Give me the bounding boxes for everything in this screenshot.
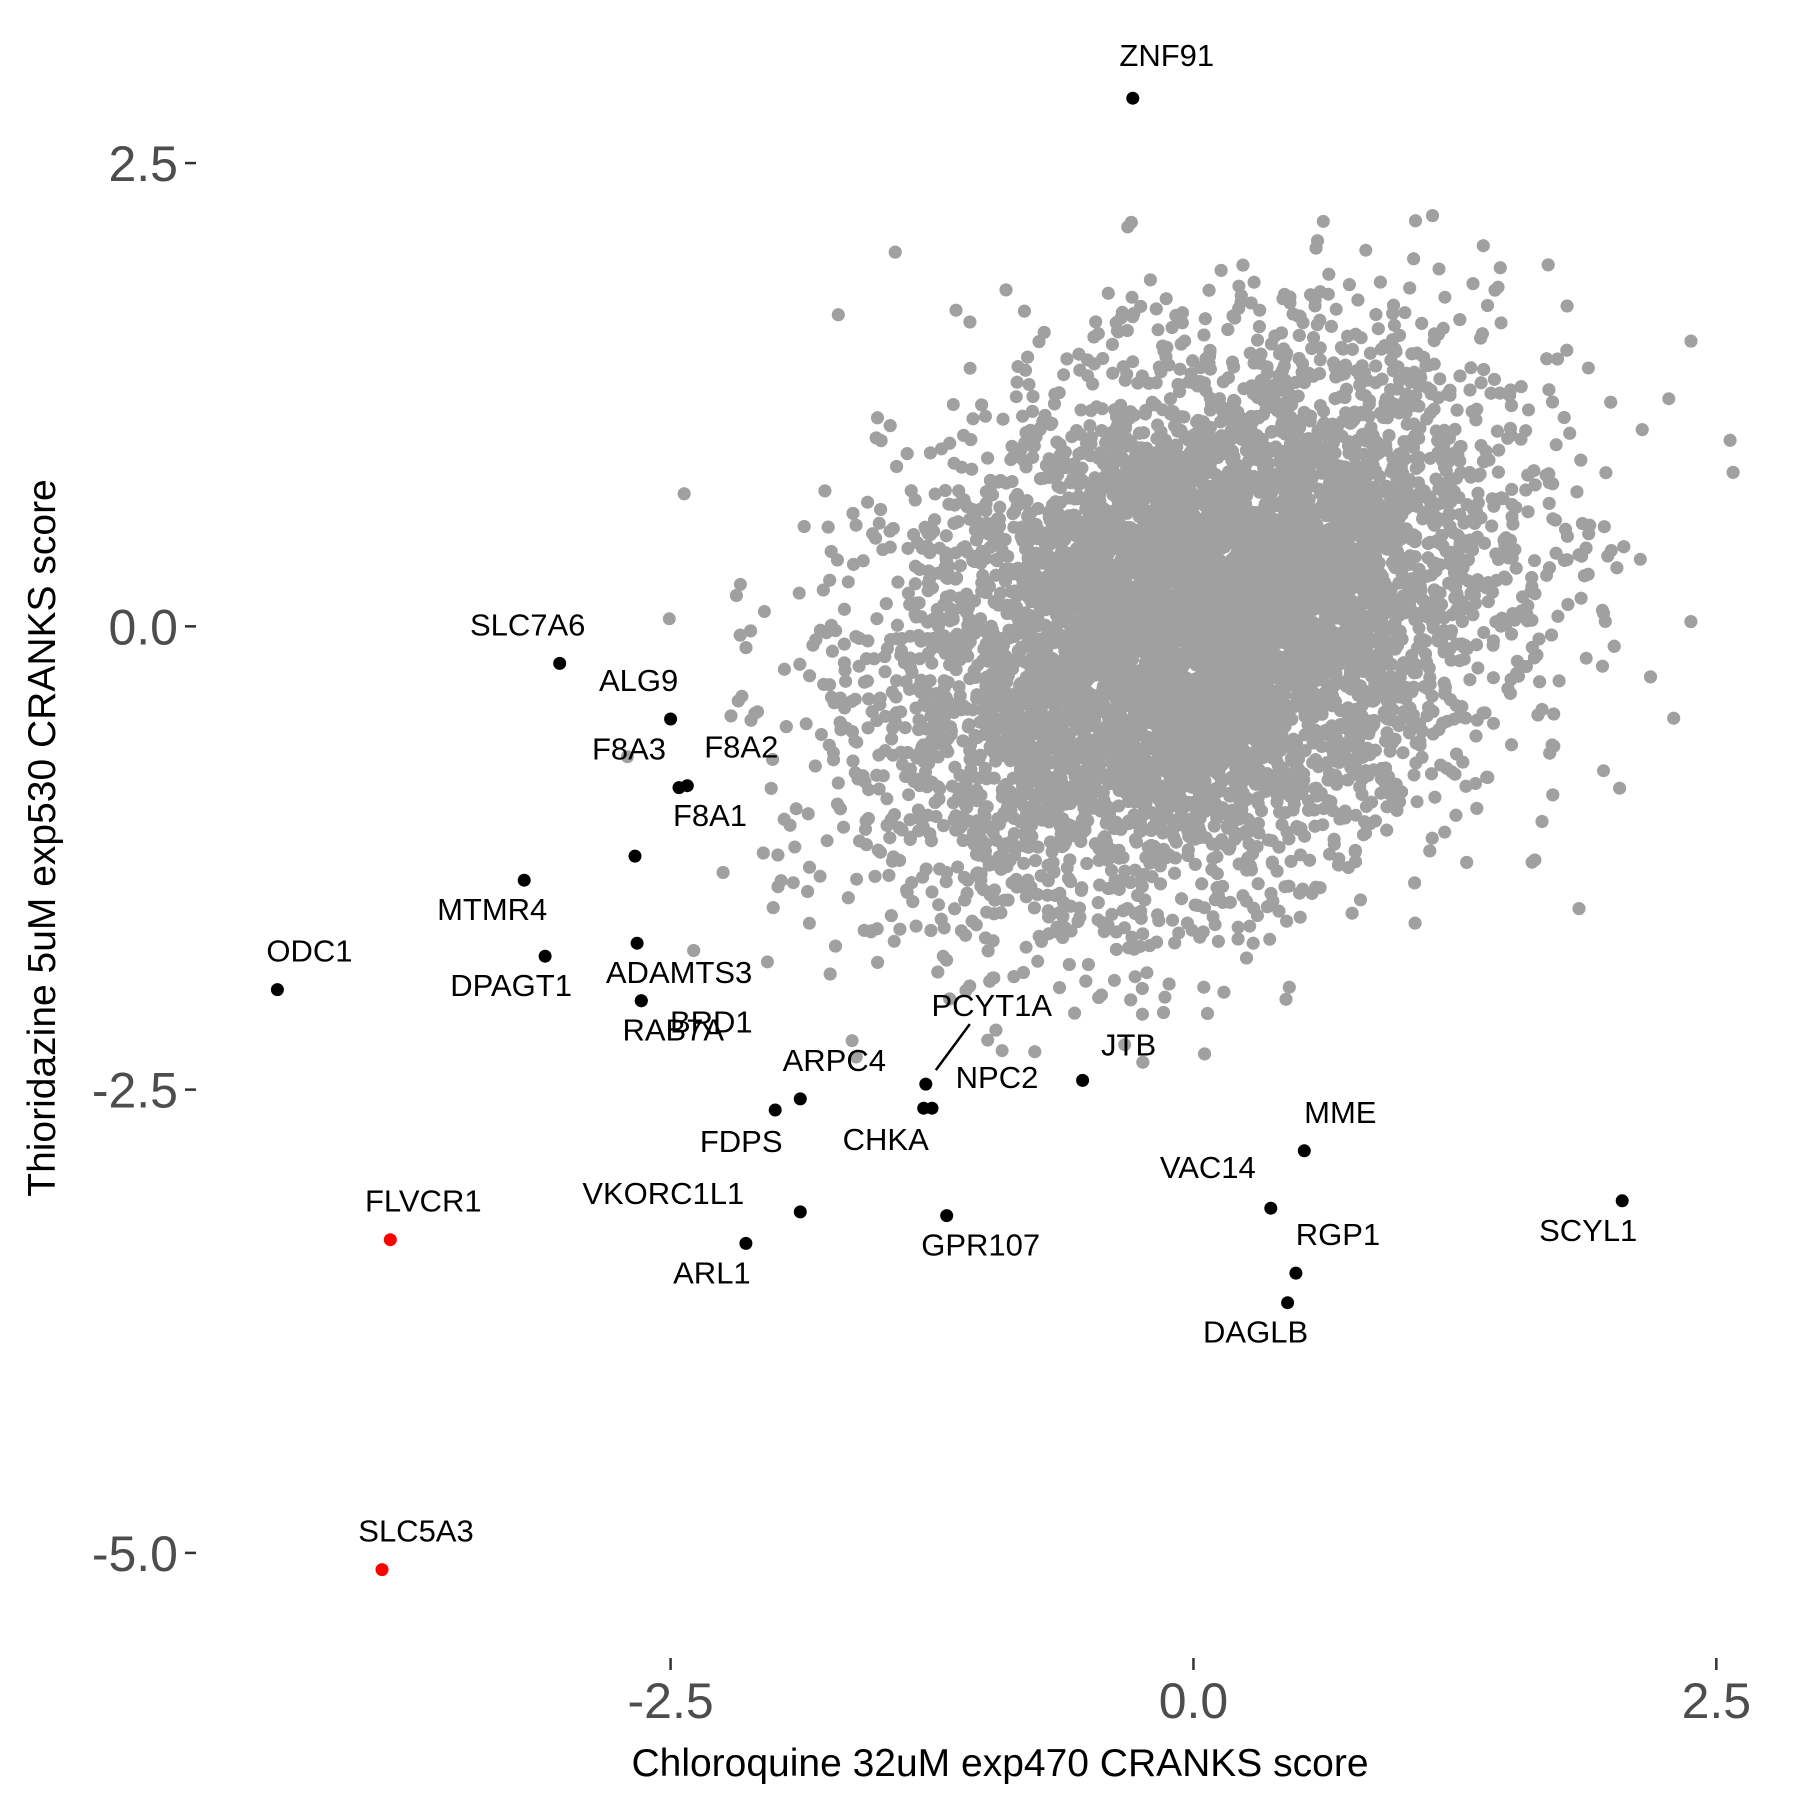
background-point [1579, 651, 1593, 665]
background-point [1329, 302, 1343, 316]
background-point [1429, 424, 1443, 438]
background-point [1601, 549, 1615, 563]
background-point [757, 605, 771, 618]
background-point [1263, 932, 1277, 946]
background-point [946, 398, 960, 411]
background-point [951, 860, 965, 874]
background-point [902, 788, 916, 802]
background-point [872, 516, 886, 530]
background-point [901, 541, 915, 555]
background-point [1118, 1038, 1132, 1052]
background-point [979, 409, 992, 423]
background-point [1494, 316, 1508, 330]
background-point [1528, 554, 1541, 568]
background-point [949, 546, 963, 560]
background-point [1410, 795, 1424, 809]
background-point [928, 487, 942, 501]
background-point [1438, 825, 1452, 839]
background-point [1433, 372, 1447, 386]
background-point [1359, 243, 1373, 257]
background-point [995, 1044, 1009, 1058]
background-point [1009, 390, 1023, 404]
background-point [1158, 990, 1172, 1004]
background-point [1140, 966, 1154, 980]
background-point [845, 1034, 859, 1048]
background-point [1477, 626, 1491, 639]
background-point [788, 840, 802, 854]
background-point [1074, 403, 1088, 417]
background-point [883, 540, 897, 554]
background-point [1522, 403, 1535, 417]
background-point [802, 916, 816, 930]
background-point [1432, 262, 1446, 276]
background-point [662, 612, 676, 626]
background-point [1438, 290, 1452, 304]
background-point [1083, 419, 1097, 433]
background-point [1597, 764, 1610, 778]
background-point [1471, 661, 1485, 675]
background-point [620, 750, 634, 764]
background-point [1549, 438, 1563, 452]
background-point [1407, 768, 1421, 782]
background-point [1045, 845, 1059, 859]
background-point [1633, 552, 1647, 566]
background-point [1128, 970, 1142, 984]
background-point [1107, 973, 1121, 987]
background-point [733, 577, 747, 591]
background-point [1354, 893, 1367, 907]
background-gene-cloud [620, 209, 1740, 1069]
background-point [1662, 392, 1676, 406]
background-point [820, 834, 834, 848]
background-point [813, 869, 827, 883]
background-point [1398, 306, 1412, 320]
background-point [792, 586, 806, 600]
background-point [799, 717, 813, 731]
background-point [1022, 378, 1036, 391]
background-point [1091, 913, 1105, 927]
background-point [1031, 954, 1045, 968]
background-point [789, 802, 803, 816]
background-point [1206, 910, 1220, 924]
background-point [1487, 716, 1500, 730]
background-point [1057, 368, 1071, 382]
background-point [1464, 361, 1478, 375]
background-point [1019, 940, 1033, 954]
background-point [981, 1033, 995, 1047]
background-point [1519, 424, 1533, 438]
background-point [1084, 404, 1098, 418]
background-point [880, 792, 894, 806]
background-point [1581, 361, 1595, 375]
background-point [1316, 214, 1330, 228]
background-point [1243, 919, 1257, 933]
background-point [1151, 323, 1165, 337]
background-point [1172, 926, 1186, 940]
background-point [814, 728, 828, 741]
background-point [841, 575, 855, 589]
background-point [1095, 402, 1109, 416]
background-point [786, 876, 800, 890]
background-point [1313, 353, 1327, 367]
background-point [1125, 290, 1139, 304]
background-point [932, 898, 946, 912]
background-point [760, 955, 774, 969]
background-point [850, 872, 864, 886]
background-point [887, 934, 901, 948]
background-point [963, 361, 977, 375]
